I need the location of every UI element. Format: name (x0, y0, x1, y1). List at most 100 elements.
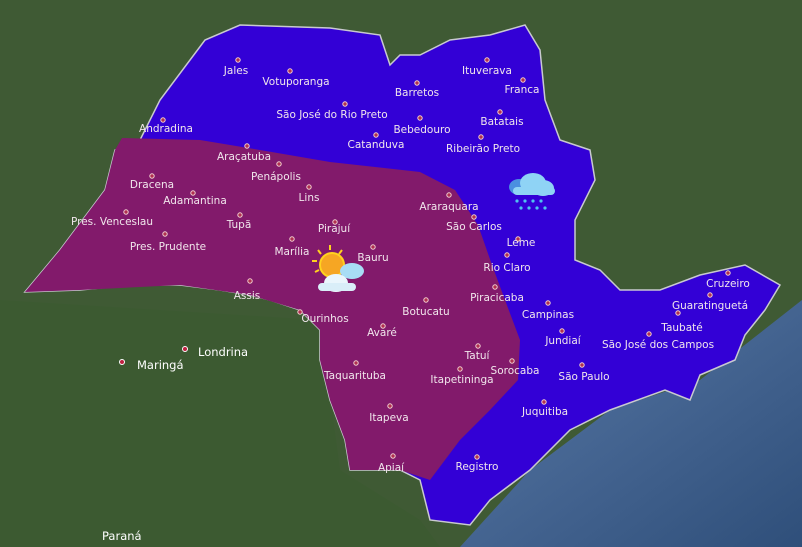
city-marker[interactable]: Registro (456, 454, 499, 473)
city-marker[interactable]: Rio Claro (483, 252, 531, 274)
city-marker[interactable]: Tupã (226, 212, 252, 231)
place-dot (182, 346, 188, 352)
city-label: Registro (456, 461, 499, 473)
city-dot (492, 284, 498, 290)
city-label: Itapeva (369, 412, 408, 424)
city-marker[interactable]: Sorocaba (491, 358, 540, 377)
city-marker[interactable]: Botucatu (402, 297, 450, 318)
city-marker[interactable]: Andradina (139, 117, 193, 135)
city-marker[interactable]: Bebedouro (393, 115, 451, 136)
city-label: São Carlos (446, 221, 502, 233)
city-dot (446, 192, 452, 198)
city-marker[interactable]: São José dos Campos (602, 331, 714, 351)
city-dot (162, 231, 168, 237)
city-dot (457, 366, 463, 372)
city-label: Andradina (139, 123, 193, 135)
city-dot (342, 101, 348, 107)
city-marker[interactable]: Ribeirão Preto (446, 134, 520, 155)
city-dot (545, 300, 551, 306)
city-marker[interactable]: Bauru (357, 244, 389, 264)
external-place: Paraná (102, 529, 142, 543)
city-marker[interactable]: São Paulo (558, 362, 610, 383)
city-dot (423, 297, 429, 303)
city-dot (244, 143, 250, 149)
city-dot (276, 161, 282, 167)
city-label: Itapetininga (430, 374, 493, 386)
city-label: Votuporanga (262, 76, 329, 88)
city-dot (417, 115, 423, 121)
city-marker[interactable]: Barretos (395, 80, 439, 99)
city-marker[interactable]: Adamantina (163, 190, 227, 207)
external-place: Maringá (119, 358, 184, 372)
city-marker[interactable]: Marília (275, 236, 310, 258)
city-label: Ituverava (462, 65, 512, 77)
city-marker[interactable]: Taquarituba (323, 360, 386, 382)
city-marker[interactable]: Taubaté (660, 310, 703, 334)
city-marker[interactable]: Araraquara (419, 192, 479, 213)
city-marker[interactable]: Juquitiba (521, 399, 568, 418)
city-marker[interactable]: Itapetininga (430, 366, 494, 386)
city-label: Jales (223, 65, 248, 77)
city-label: Botucatu (402, 306, 449, 318)
city-marker[interactable]: Batatais (480, 109, 524, 128)
city-marker[interactable]: Pres. Prudente (130, 231, 206, 253)
city-dot (509, 358, 515, 364)
city-label: Jundiaí (544, 335, 581, 347)
city-marker[interactable]: São José do Rio Preto (276, 101, 388, 121)
city-marker[interactable]: Jundiaí (544, 328, 582, 347)
city-marker[interactable]: Votuporanga (262, 68, 330, 88)
city-label: Bauru (357, 252, 388, 264)
city-dot (504, 252, 510, 258)
city-label: Avaré (367, 327, 397, 339)
city-dot (559, 328, 565, 334)
city-dot (475, 343, 481, 349)
city-marker[interactable]: Avaré (367, 323, 397, 339)
place-dot (119, 359, 125, 365)
external-place: Londrina (182, 345, 248, 359)
city-marker[interactable]: Catanduva (348, 132, 405, 151)
place-label: Maringá (137, 358, 184, 372)
city-marker[interactable]: Campinas (522, 300, 574, 321)
city-marker[interactable]: Cruzeiro (706, 270, 750, 290)
city-marker[interactable]: Itapeva (369, 403, 409, 424)
city-marker[interactable]: Ituverava (462, 57, 512, 77)
city-marker[interactable]: Jales (223, 57, 248, 77)
city-label: Penápolis (251, 171, 301, 183)
city-marker[interactable]: Penápolis (251, 161, 301, 183)
city-dot (373, 132, 379, 138)
city-label: Campinas (522, 309, 574, 321)
city-dot (289, 236, 295, 242)
city-dot (235, 57, 241, 63)
city-label: Taubaté (660, 322, 702, 334)
city-label: Franca (505, 84, 540, 96)
city-marker[interactable]: Leme (507, 236, 536, 249)
city-marker[interactable]: São Carlos (446, 214, 502, 233)
city-dot (675, 310, 681, 316)
city-marker[interactable]: Lins (299, 184, 320, 204)
city-dot (190, 190, 196, 196)
city-marker[interactable]: Ourinhos (297, 309, 349, 325)
city-marker[interactable]: Pirajuí (318, 219, 351, 235)
city-label: Pirajuí (318, 223, 351, 235)
city-dot (380, 323, 386, 329)
city-label: São Paulo (558, 371, 609, 383)
city-label: Leme (507, 237, 536, 249)
city-label: Batatais (480, 116, 523, 128)
city-marker[interactable]: Apiaí (378, 453, 405, 474)
city-dot (390, 453, 396, 459)
city-label: Guaratinguetá (672, 300, 748, 312)
city-marker[interactable]: Tatuí (464, 343, 491, 362)
city-marker[interactable]: Franca (505, 77, 540, 96)
city-marker[interactable]: Piracicaba (470, 284, 524, 304)
city-marker[interactable]: Araçatuba (217, 143, 271, 163)
city-dot (160, 117, 166, 123)
city-marker[interactable]: Dracena (130, 173, 174, 191)
city-label: Tupã (226, 219, 252, 231)
city-label: Pres. Venceslau (71, 216, 153, 228)
city-dot (478, 134, 484, 140)
city-label: Taquarituba (323, 370, 386, 382)
city-marker[interactable]: Guaratinguetá (672, 292, 748, 312)
city-marker[interactable]: Assis (234, 278, 261, 302)
city-marker[interactable]: Pres. Venceslau (71, 209, 153, 228)
city-dot (306, 184, 312, 190)
